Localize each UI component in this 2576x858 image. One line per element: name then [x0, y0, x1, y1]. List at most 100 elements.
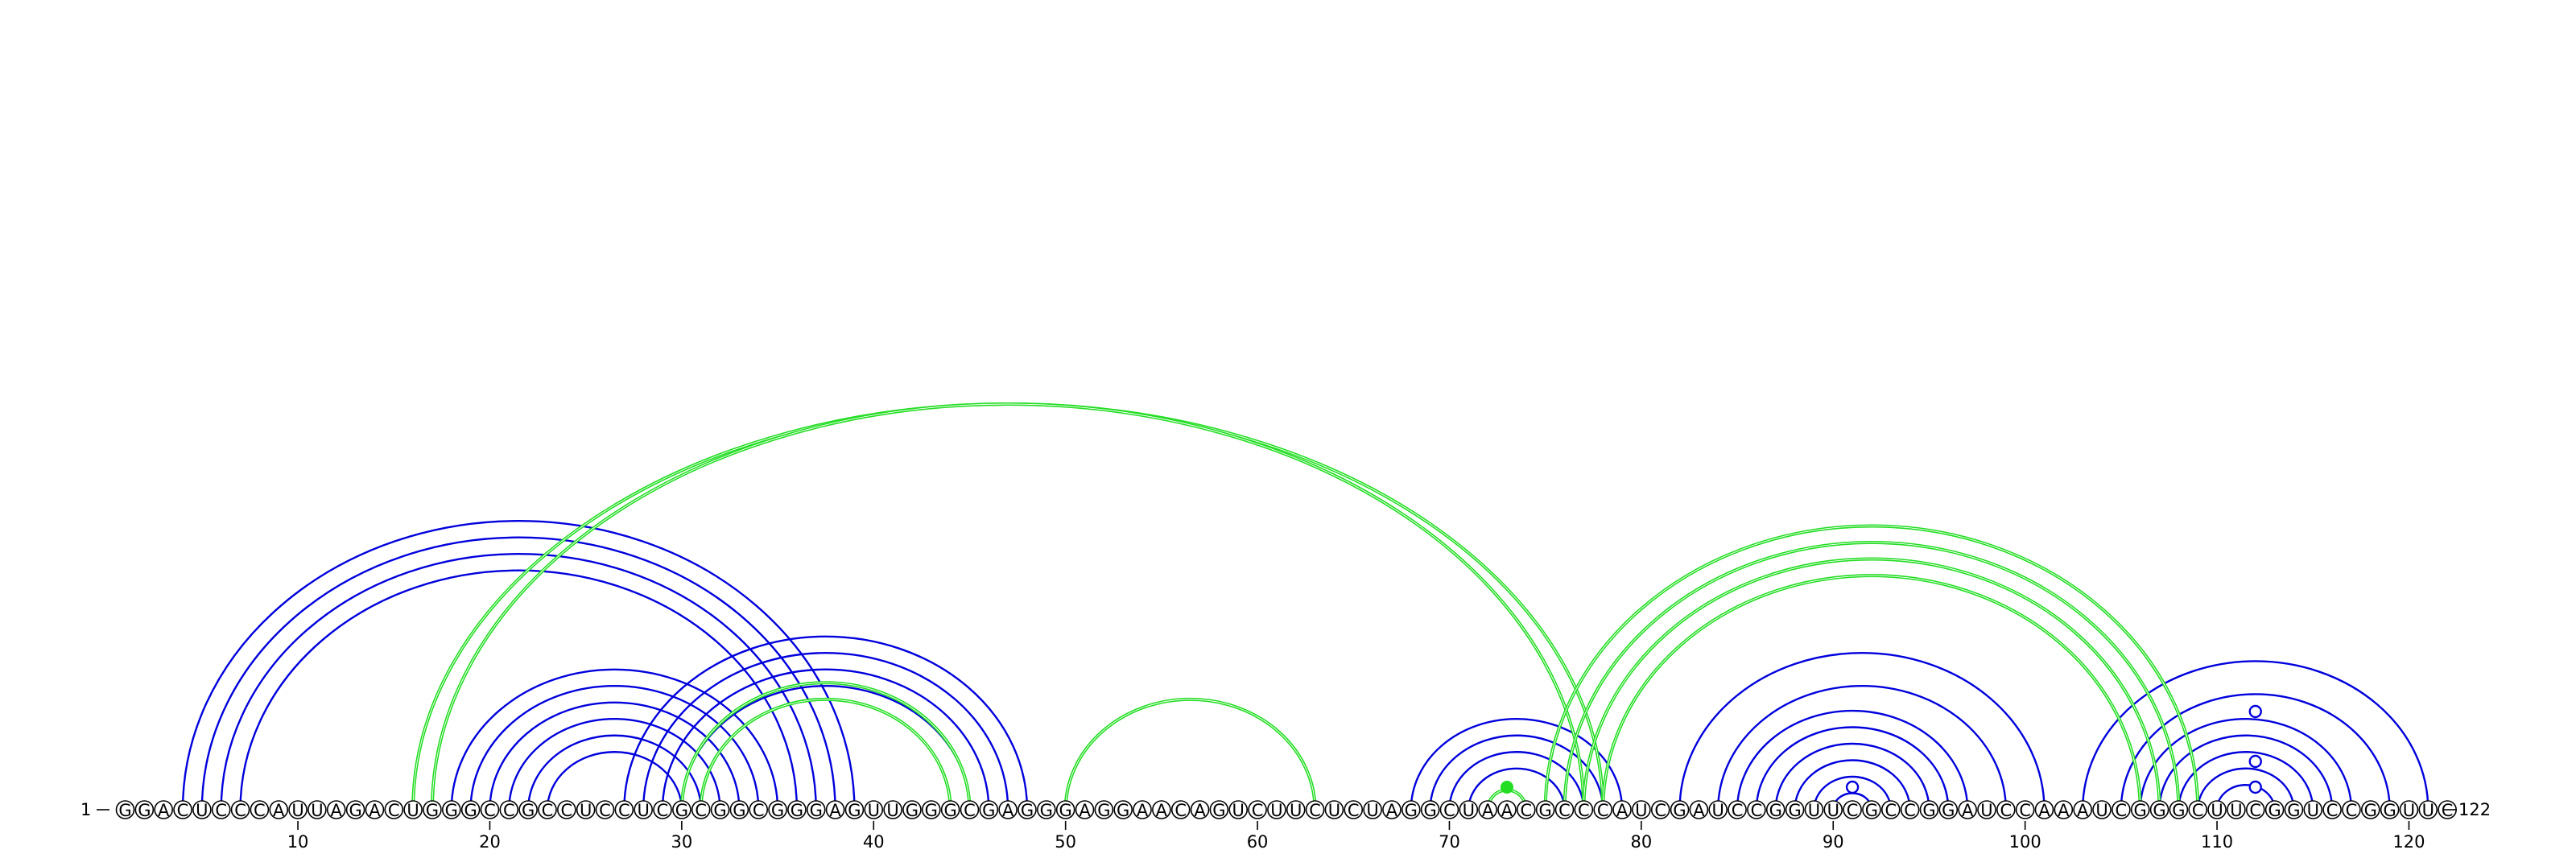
- nucleotide: G: [1765, 800, 1785, 820]
- green-arc-core: [700, 699, 952, 811]
- nucleotide-letter: C: [2116, 801, 2128, 820]
- nucleotide-letter: G: [2172, 801, 2185, 820]
- nucleotide: G: [345, 800, 365, 820]
- nucleotide: U: [2227, 800, 2246, 820]
- nucleotide: C: [1880, 800, 1901, 820]
- nucleotide-circle: [1286, 800, 1306, 819]
- nucleotide-letter: U: [1366, 801, 1378, 820]
- nucleotide-circle: [1363, 800, 1382, 819]
- nucleotide: A: [1152, 800, 1171, 820]
- nucleotide-circle: [2073, 800, 2092, 819]
- nucleotide-circle: [1670, 800, 1690, 819]
- nucleotide-circle: [1747, 800, 1766, 819]
- nucleotide-letter: A: [1137, 801, 1149, 820]
- nucleotide: G: [115, 800, 135, 820]
- nucleotide: C: [1747, 800, 1766, 820]
- nucleotide-circle: [557, 800, 576, 819]
- nucleotide: A: [2054, 800, 2074, 820]
- nucleotide-letter: G: [445, 801, 458, 820]
- nucleotide-letter: C: [2326, 801, 2339, 820]
- nucleotide-circle: [1420, 800, 1440, 819]
- nucleotide-letter: C: [2019, 801, 2031, 820]
- nucleotide: G: [768, 800, 787, 820]
- nucleotide-letter: U: [196, 801, 208, 820]
- tick-label: 120: [2392, 832, 2425, 852]
- nucleotide-circle: [1765, 800, 1785, 819]
- nucleotide-letter: G: [771, 801, 784, 820]
- green-arc: [1582, 557, 2161, 811]
- tick-label: 70: [1439, 832, 1460, 852]
- nucleotide-letter: G: [1788, 801, 1801, 820]
- nucleotide-letter: G: [1405, 801, 1418, 820]
- green-arc: [430, 402, 1586, 811]
- green-arc-core: [431, 403, 1584, 811]
- nucleotide: C: [173, 800, 192, 820]
- start-index-label: 1: [80, 800, 91, 819]
- nucleotide: U: [1804, 800, 1824, 820]
- nucleotide-circle: [211, 800, 231, 819]
- nucleotide: A: [2073, 800, 2092, 820]
- nucleotide-letter: A: [369, 801, 381, 820]
- nucleotide: U: [2399, 800, 2419, 820]
- nucleotide-letter: C: [753, 801, 765, 820]
- blue-arc: [680, 685, 971, 811]
- nucleotide-letter: U: [580, 801, 592, 820]
- nucleotide-letter: U: [2095, 801, 2107, 820]
- nucleotide: C: [2342, 800, 2361, 820]
- nucleotide-letter: A: [1962, 801, 1974, 820]
- nucleotide-letter: G: [349, 801, 361, 820]
- nucleotide: G: [423, 800, 442, 820]
- nucleotide-letter: C: [542, 801, 554, 820]
- nucleotide-circle: [1382, 800, 1402, 819]
- blue-arc: [1410, 718, 1624, 811]
- tick-label: 50: [1055, 832, 1076, 852]
- nucleotide: G: [1785, 800, 1805, 820]
- nucleotide-circle: [2227, 800, 2246, 819]
- nucleotide: C: [1248, 800, 1267, 820]
- nucleotide-circle: [518, 800, 538, 819]
- nucleotide-circle: [2360, 800, 2380, 819]
- blue-arc: [1774, 742, 1930, 811]
- nucleotide-letter: G: [2153, 801, 2165, 820]
- nucleotide: C: [960, 800, 980, 820]
- tick-label: 80: [1630, 832, 1652, 852]
- nucleotide-letter: U: [1290, 801, 1302, 820]
- nucleotide: C: [1554, 800, 1575, 820]
- nucleotide-letter: A: [2077, 801, 2089, 820]
- nucleotide-letter: U: [2230, 801, 2242, 820]
- nucleotide-circle: [288, 800, 308, 819]
- nucleotide: U: [634, 800, 653, 820]
- nucleotide-letter: G: [810, 801, 823, 820]
- blue-arc: [2197, 767, 2295, 811]
- nucleotide-letter: C: [2192, 801, 2204, 820]
- blue-arc: [450, 668, 779, 811]
- nucleotide-letter: U: [311, 801, 323, 820]
- nucleotide: G: [1862, 800, 1881, 820]
- blue-arc: [1794, 759, 1911, 811]
- nucleotide: C: [1900, 800, 1920, 820]
- tick-label: 100: [2009, 832, 2041, 852]
- nucleotide-circle: [2284, 800, 2304, 819]
- nucleotide: G: [1037, 800, 1056, 820]
- nucleotide-circle: [595, 800, 615, 819]
- blue-arc: [1448, 751, 1585, 811]
- blue-arc: [508, 718, 721, 811]
- blue-arc: [623, 635, 1029, 811]
- nucleotide: A: [326, 800, 346, 820]
- nucleotide-circle: [115, 800, 135, 819]
- nucleotide-letter: G: [848, 801, 861, 820]
- nucleotide: U: [2092, 800, 2112, 820]
- nucleotide-letter: G: [2134, 801, 2147, 820]
- nucleotide-circle: [1632, 800, 1651, 819]
- nucleotide: C: [230, 800, 250, 820]
- nucleotide-letter: U: [1232, 801, 1245, 820]
- nucleotide-circle: [230, 800, 250, 819]
- tick-label: 10: [287, 832, 309, 852]
- green-arc-core: [1065, 699, 1316, 811]
- nucleotide-letter: G: [1539, 801, 1552, 820]
- nucleotide-circle: [134, 800, 155, 819]
- nucleotide-letter: A: [1002, 801, 1014, 820]
- nucleotide: C: [614, 800, 634, 820]
- nucleotide-letter: C: [177, 801, 189, 820]
